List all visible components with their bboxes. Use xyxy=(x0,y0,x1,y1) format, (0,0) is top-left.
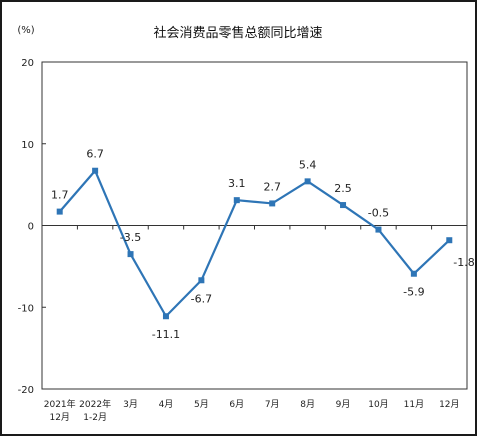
data-label: -5.9 xyxy=(403,286,424,299)
x-tick-label: 2021年 12月 xyxy=(44,398,76,423)
x-tick-label: 7月 xyxy=(265,399,280,410)
x-tick-label: 12月 xyxy=(439,399,459,410)
y-tick-label: -10 xyxy=(18,303,34,314)
chart-title: 社会消费品零售总额同比增速 xyxy=(153,25,322,41)
y-tick-label: 20 xyxy=(21,58,34,69)
x-tick-label-line: 5月 xyxy=(194,399,209,410)
x-tick-label-line: 9月 xyxy=(336,399,351,410)
x-tick-label-line: 12月 xyxy=(49,412,69,423)
x-tick-label-line: 1-2月 xyxy=(83,412,107,423)
data-point xyxy=(56,208,63,215)
y-tick-label: 0 xyxy=(28,222,34,233)
data-point xyxy=(446,237,453,244)
x-axis: 2021年 12月 2022年 1-2月 3月 4月 5月 6月 7月 8月 9月 10月 11月 12月 xyxy=(42,225,467,423)
data-markers xyxy=(56,167,453,320)
x-tick-label: 5月 xyxy=(194,399,209,410)
x-tick-label: 2022年 1-2月 xyxy=(79,398,111,423)
data-point xyxy=(375,226,382,233)
data-label: -3.5 xyxy=(120,231,141,244)
data-point xyxy=(340,202,347,209)
data-label: -6.7 xyxy=(191,292,212,305)
data-point xyxy=(269,200,276,207)
x-tick-label-line: 4月 xyxy=(159,399,174,410)
data-label: 1.7 xyxy=(51,189,69,202)
data-label: 2.5 xyxy=(334,182,352,195)
x-tick-label: 8月 xyxy=(300,399,315,410)
y-unit-label: (%) xyxy=(17,25,34,36)
data-label: 6.7 xyxy=(86,148,104,161)
data-label: 3.1 xyxy=(228,177,246,190)
data-labels: 1.7 6.7 -3.5 -11.1 -6.7 3.1 2.7 5.4 2.5 -0.5 -5.9 -… xyxy=(51,148,475,342)
data-label: -11.1 xyxy=(152,328,180,341)
x-tick-label-line: 12月 xyxy=(439,399,459,410)
data-label: -0.5 xyxy=(368,207,389,220)
x-tick-label-line: 2022年 xyxy=(79,398,111,410)
x-tick-label-line: 11月 xyxy=(404,399,424,410)
x-tick-label-line: 6月 xyxy=(229,399,244,410)
data-point xyxy=(92,167,99,174)
x-tick-label: 9月 xyxy=(336,399,351,410)
data-label: -1.8 xyxy=(453,256,474,269)
x-tick-label: 4月 xyxy=(159,399,174,410)
data-label: 2.7 xyxy=(263,180,281,193)
y-tick-label: 10 xyxy=(21,140,34,151)
data-point xyxy=(162,313,169,320)
data-point xyxy=(410,270,417,277)
x-tick-label: 6月 xyxy=(229,399,244,410)
x-tick-label-line: 7月 xyxy=(265,399,280,410)
x-tick-label: 10月 xyxy=(368,399,388,410)
data-label: 5.4 xyxy=(299,158,317,171)
series-line xyxy=(58,168,451,319)
x-tick-label-line: 3月 xyxy=(123,399,138,410)
x-tick-label-line: 8月 xyxy=(300,399,315,410)
data-point xyxy=(198,277,205,284)
y-tick-label: -20 xyxy=(18,385,34,396)
data-point xyxy=(233,197,240,204)
x-tick-label: 11月 xyxy=(404,399,424,410)
x-tick-label-line: 10月 xyxy=(368,399,388,410)
x-tick-label: 3月 xyxy=(123,399,138,410)
data-point xyxy=(127,251,134,258)
x-tick-label-line: 2021年 xyxy=(44,398,76,410)
data-point xyxy=(304,178,311,185)
